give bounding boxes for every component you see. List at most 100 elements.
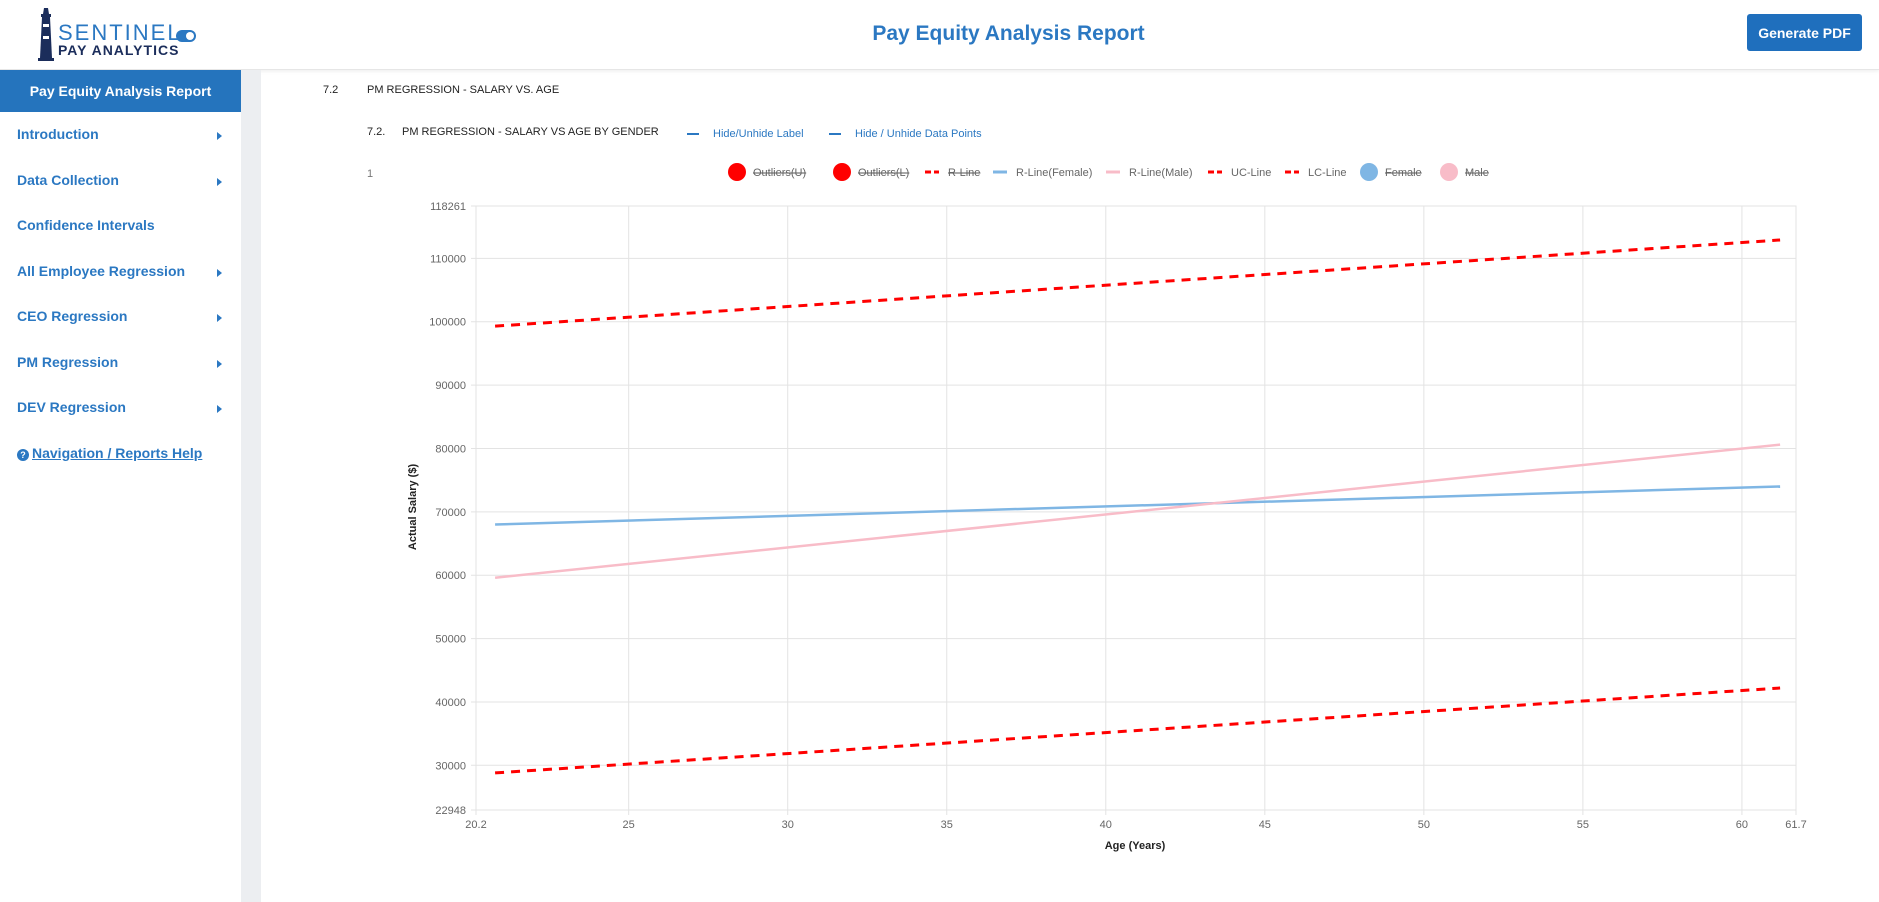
legend-label: R-Line(Male) (1129, 167, 1193, 179)
y-tick-label: 70000 (435, 507, 466, 519)
sidebar-item-pm-regression[interactable]: PM Regression (0, 340, 241, 386)
sentinel-logo[interactable]: SENTINEL PAY ANALYTICS (36, 6, 206, 62)
subsection-number: 7.2. (367, 126, 386, 138)
x-tick-label: 25 (623, 819, 635, 831)
x-tick-label: 45 (1259, 819, 1271, 831)
chart-grid (471, 205, 1797, 815)
legend-item-outliers-u-[interactable]: Outliers(U) (728, 163, 806, 181)
legend-label: Outliers(U) (753, 167, 806, 179)
x-tick-label: 60 (1736, 819, 1748, 831)
x-tick-label: 20.2 (465, 819, 486, 831)
page-title: Pay Equity Analysis Report (872, 22, 1145, 45)
x-tick-label: 40 (1100, 819, 1112, 831)
x-tick-label: 30 (782, 819, 794, 831)
sidebar-item-label: Confidence Intervals (17, 217, 155, 233)
legend-label: LC-Line (1308, 167, 1347, 179)
y-tick-label: 50000 (435, 634, 466, 646)
legend-dot-icon (728, 163, 746, 181)
sidebar-item-dev-regression[interactable]: DEV Regression (0, 385, 241, 431)
sidebar-item-label: Introduction (17, 126, 99, 142)
sidebar: Pay Equity Analysis Report Introduction … (0, 70, 241, 902)
y-tick-label: 100000 (429, 317, 466, 329)
generate-pdf-button[interactable]: Generate PDF (1747, 14, 1862, 51)
series-line-r-line-female- (495, 485, 1781, 526)
y-tick-label: 90000 (435, 380, 466, 392)
sidebar-item-introduction[interactable]: Introduction (0, 112, 241, 158)
series-line-r-line-male- (494, 443, 1781, 579)
subsection-title: PM REGRESSION - SALARY VS AGE BY GENDER (402, 126, 659, 138)
caret-right-icon (217, 132, 222, 140)
sidebar-item-ceo-regression[interactable]: CEO Regression (0, 294, 241, 340)
sidebar-item-data-collection[interactable]: Data Collection (0, 158, 241, 204)
plot-area-border (475, 205, 1797, 811)
legend-item-outliers-l-[interactable]: Outliers(L) (833, 163, 909, 181)
sidebar-item-label: All Employee Regression (17, 262, 186, 279)
link-label: Hide/Unhide Label (713, 128, 804, 140)
logo-text-sentinel: SENTINEL (58, 20, 182, 45)
y-tick-label: 40000 (435, 697, 466, 709)
caret-right-icon (217, 177, 222, 186)
legend-item-r-line[interactable]: R-Line (925, 167, 980, 179)
x-tick-label: 55 (1577, 819, 1589, 831)
sidebar-item-label: DEV Regression (17, 399, 126, 415)
y-tick-label: 110000 (430, 253, 466, 265)
y-tick-label: 60000 (435, 570, 466, 582)
caret-right-icon (217, 268, 222, 277)
question-circle-icon: ? (17, 448, 29, 461)
sidebar-item-label: PM Regression (17, 353, 119, 370)
series-line-uc-line (494, 238, 1781, 328)
sidebar-item-confidence-intervals[interactable]: Confidence Intervals (0, 203, 241, 249)
section-number: 7.2 (323, 84, 339, 96)
series-line-lc-line (494, 686, 1781, 775)
sidebar-scroll-strip[interactable] (241, 70, 261, 902)
legend-label: Female (1385, 167, 1422, 179)
legend-item-female[interactable]: Female (1360, 163, 1422, 181)
sidebar-header[interactable]: Pay Equity Analysis Report (0, 70, 241, 112)
legend-label: Outliers(L) (858, 167, 909, 179)
legend-item-r-line-female-[interactable]: R-Line(Female) (993, 167, 1092, 179)
x-tick-label: 61.7 (1785, 819, 1806, 831)
sidebar-item-label: Data Collection (17, 171, 119, 188)
help-link-label: Navigation / Reports Help (32, 444, 203, 461)
legend-item-r-line-male-[interactable]: R-Line(Male) (1106, 167, 1193, 179)
x-axis-label: Age (Years) (1105, 840, 1166, 852)
y-tick-label: 80000 (435, 443, 466, 455)
legend-dot-icon (1360, 163, 1378, 181)
legend-label: R-Line(Female) (1016, 167, 1092, 179)
caret-right-icon (217, 405, 222, 413)
y-tick-label: 118261 (430, 201, 466, 213)
x-tick-label: 50 (1418, 819, 1430, 831)
legend-dot-icon (1440, 163, 1458, 181)
legend-label: UC-Line (1231, 167, 1271, 179)
legend-item-uc-line[interactable]: UC-Line (1208, 167, 1271, 179)
navigation-help-link[interactable]: ? Navigation / Reports Help (0, 431, 241, 476)
caret-right-icon (217, 314, 222, 322)
chart-series (494, 238, 1781, 775)
top-bar: SENTINEL PAY ANALYTICS Pay Equity Analys… (0, 0, 1879, 70)
legend-dot-icon (833, 163, 851, 181)
caret-right-icon (217, 359, 222, 368)
dash-icon (687, 133, 699, 136)
x-tick-label: 35 (941, 819, 953, 831)
toggle-switch[interactable] (176, 30, 196, 42)
lighthouse-icon (38, 8, 54, 61)
section-title: PM REGRESSION - SALARY VS. AGE (367, 84, 560, 96)
legend-label: R-Line (948, 167, 980, 179)
sidebar-item-label: CEO Regression (17, 308, 128, 324)
chart-legend[interactable]: Outliers(U) Outliers(L) R-Line R-Line(Femal… (728, 163, 1489, 181)
chart-index: 1 (367, 168, 374, 180)
hide-unhide-label-link[interactable]: Hide/Unhide Label (687, 128, 804, 140)
y-tick-label: 30000 (435, 760, 466, 772)
link-label: Hide / Unhide Data Points (855, 128, 982, 140)
legend-label: Male (1465, 167, 1489, 179)
dash-icon (829, 133, 841, 136)
legend-item-lc-line[interactable]: LC-Line (1285, 167, 1347, 179)
logo-text-pay-analytics: PAY ANALYTICS (58, 42, 180, 58)
legend-item-male[interactable]: Male (1440, 163, 1489, 181)
y-axis-label: Actual Salary ($) (407, 464, 419, 551)
chart-ticks: 20.2 25 30 35 40 45 50 55 60 61.7 118261 110000 1000… (429, 201, 1806, 831)
hide-unhide-data-points-link[interactable]: Hide / Unhide Data Points (829, 128, 982, 140)
y-tick-label: 22948 (435, 805, 466, 817)
sidebar-item-all-employee-regression[interactable]: All Employee Regression (0, 249, 241, 295)
